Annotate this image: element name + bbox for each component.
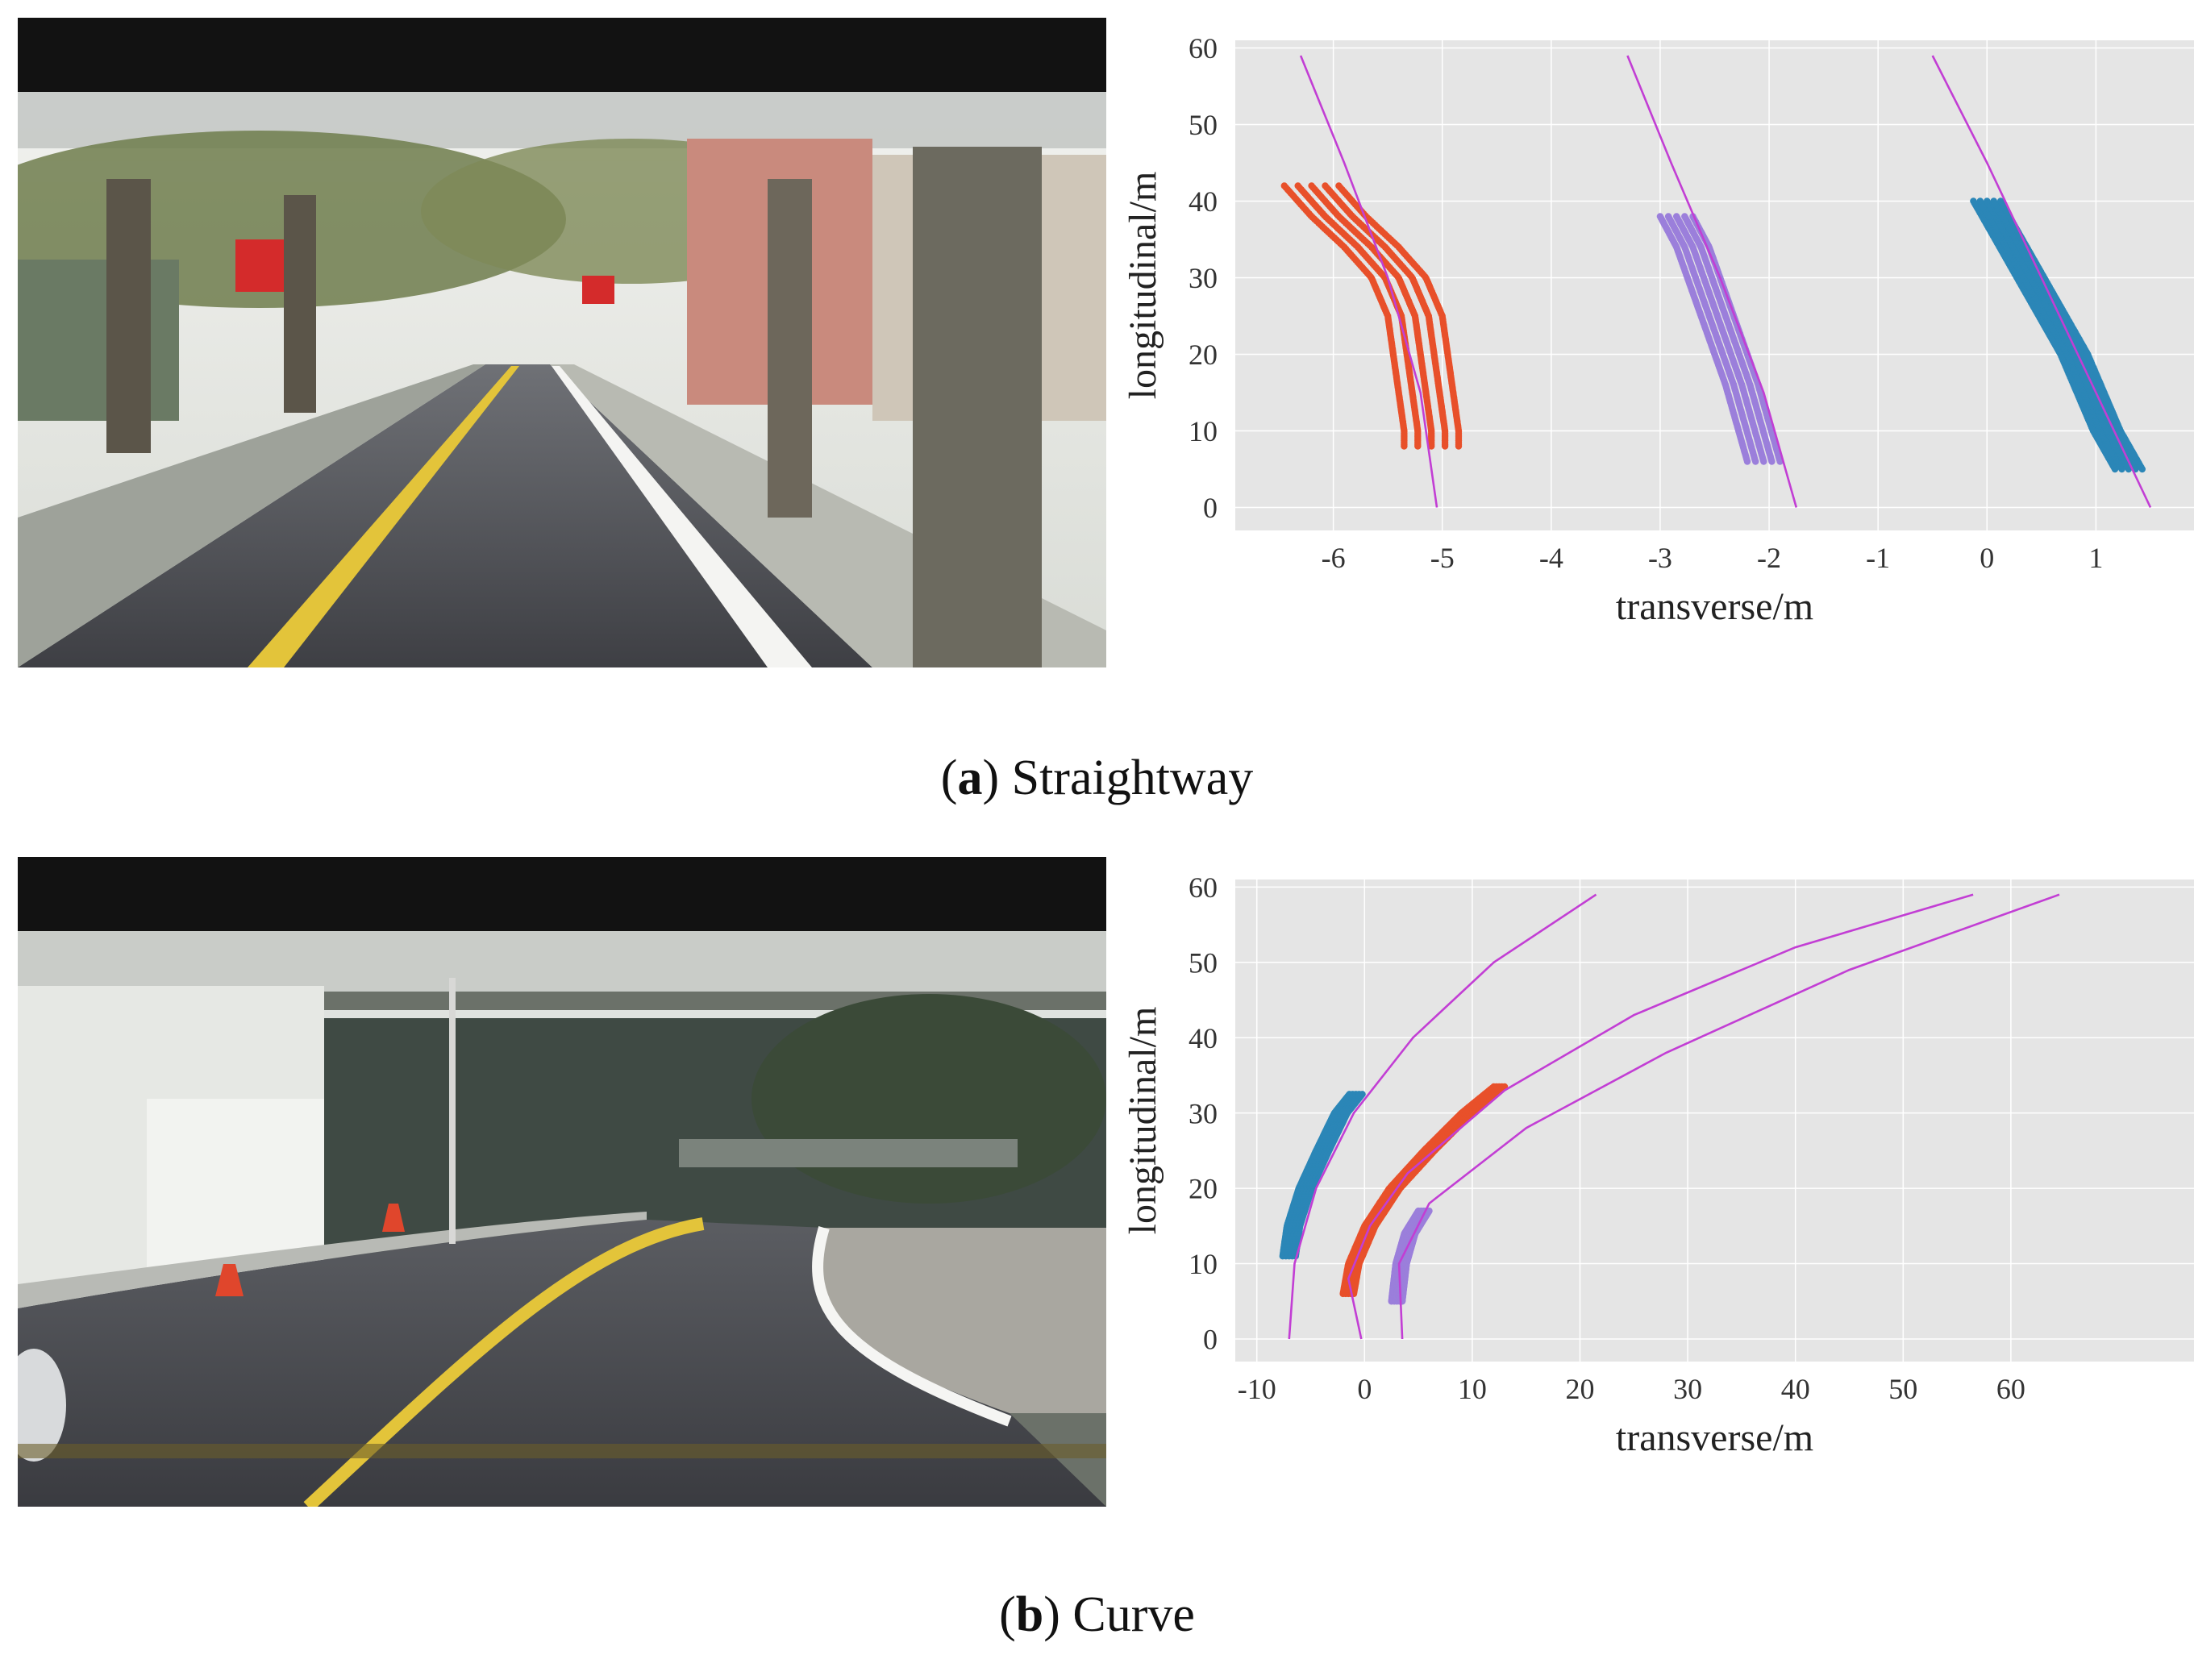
scatter-point (1681, 213, 1688, 220)
x-tick-label: -4 (1539, 542, 1563, 574)
x-axis-label: transverse/m (1616, 585, 1813, 628)
caption-a-text: Straightway (1011, 751, 1254, 805)
x-tick-label: 10 (1458, 1373, 1487, 1405)
y-tick-label: 0 (1203, 492, 1218, 524)
x-tick-label: 0 (1357, 1373, 1372, 1405)
y-axis-label: longitudinal/m (1122, 1007, 1164, 1235)
scatter-point (1280, 182, 1288, 189)
chart-b-svg: -10 0 10 20 30 40 50 60 0 10 20 30 40 50 60 transverse/… (1122, 871, 2194, 1459)
scatter-point (1322, 182, 1329, 189)
chart-a-svg: -6 -5 -4 -3 -2 -1 0 10102030405060transverse/ml… (1122, 32, 2194, 628)
scatter-point (1997, 198, 2005, 205)
scatter-point (1359, 1091, 1366, 1098)
y-tick-label: 20 (1189, 339, 1218, 371)
fit-curve-3 (1397, 893, 2060, 1340)
series-blue (1279, 1091, 1366, 1260)
scatter-point (1308, 182, 1315, 189)
y-tick-label: 30 (1189, 1097, 1218, 1129)
caption-straightway: (a) Straightway (940, 751, 1254, 805)
x-tick-label: -1 (1866, 542, 1890, 574)
scatter-point (1984, 198, 1991, 205)
x-tick-label: 50 (1888, 1373, 1917, 1405)
scatter-point (1976, 198, 1984, 205)
scatter-point (1426, 1207, 1433, 1215)
series-red (1280, 182, 1463, 450)
x-tick-label: -6 (1322, 542, 1346, 574)
scatter-point (1294, 182, 1301, 189)
y-tick-label: 10 (1189, 1248, 1218, 1280)
y-tick-label: 40 (1189, 1022, 1218, 1054)
scatter-point (1656, 213, 1664, 220)
road-photo-curve-image (18, 857, 1106, 1507)
lane-points-chart-curve: -10 0 10 20 30 40 50 60 0 10 20 30 40 50 60 transverse/… (1121, 857, 2194, 1502)
scatter-point (1970, 198, 1977, 205)
x-axis-label: transverse/m (1616, 1416, 1813, 1459)
flag-right (582, 276, 614, 304)
lane-points-chart-straight: -6 -5 -4 -3 -2 -1 0 1 0 10 20 30 40 50 60 transverse/m l… (1121, 18, 2194, 663)
scatter-point (1664, 213, 1672, 220)
plot-area (1235, 880, 2194, 1362)
traffic-cone-2 (382, 1204, 405, 1232)
y-tick-label: 50 (1189, 946, 1218, 979)
fit-curve-1 (1288, 893, 1597, 1340)
x-tick-label: 1 (2088, 542, 2103, 574)
scatter-point (1335, 182, 1343, 189)
y-tick-label: 50 (1189, 109, 1218, 141)
caption-b-text: Curve (1072, 1587, 1195, 1642)
x-tick-label: 60 (1996, 1373, 2025, 1405)
fit-curve-1 (1299, 55, 1438, 508)
caption-a-letter: a (957, 751, 983, 805)
x-tick-label: 40 (1781, 1373, 1810, 1405)
large-tree-trunk (913, 147, 1042, 667)
y-tick-label: 10 (1189, 415, 1218, 447)
y-tick-label: 20 (1189, 1173, 1218, 1205)
y-tick-label: 30 (1189, 262, 1218, 294)
y-tick-label: 60 (1189, 32, 1218, 64)
parked-car (18, 1349, 66, 1462)
road-photo-curve (18, 857, 1106, 1507)
caption-b-letter: b (1015, 1587, 1044, 1642)
fit-curve-2 (1347, 893, 1974, 1340)
y-axis-label: longitudinal/m (1122, 172, 1164, 400)
x-tick-label: -5 (1430, 542, 1455, 574)
fit-curve-2 (1626, 55, 1798, 508)
fit-curve-3 (1931, 55, 2152, 509)
road-photo-straight-image (18, 18, 1106, 667)
scatter-point (1990, 198, 1997, 205)
x-tick-label: 0 (1980, 542, 1994, 574)
x-tick-label: 20 (1566, 1373, 1595, 1405)
road-photo-straight (18, 18, 1106, 667)
x-tick-label: 30 (1673, 1373, 1702, 1405)
caption-curve: (b) Curve (999, 1587, 1195, 1642)
yellow-center-line (248, 366, 519, 667)
x-tick-label: -2 (1757, 542, 1781, 574)
y-tick-label: 0 (1203, 1324, 1218, 1356)
scatter-point (1673, 213, 1680, 220)
x-tick-label: -3 (1648, 542, 1672, 574)
x-tick-label: -10 (1238, 1373, 1276, 1405)
y-tick-label: 40 (1189, 185, 1218, 218)
y-tick-label: 60 (1189, 871, 1218, 904)
traffic-cone-1 (215, 1264, 244, 1296)
